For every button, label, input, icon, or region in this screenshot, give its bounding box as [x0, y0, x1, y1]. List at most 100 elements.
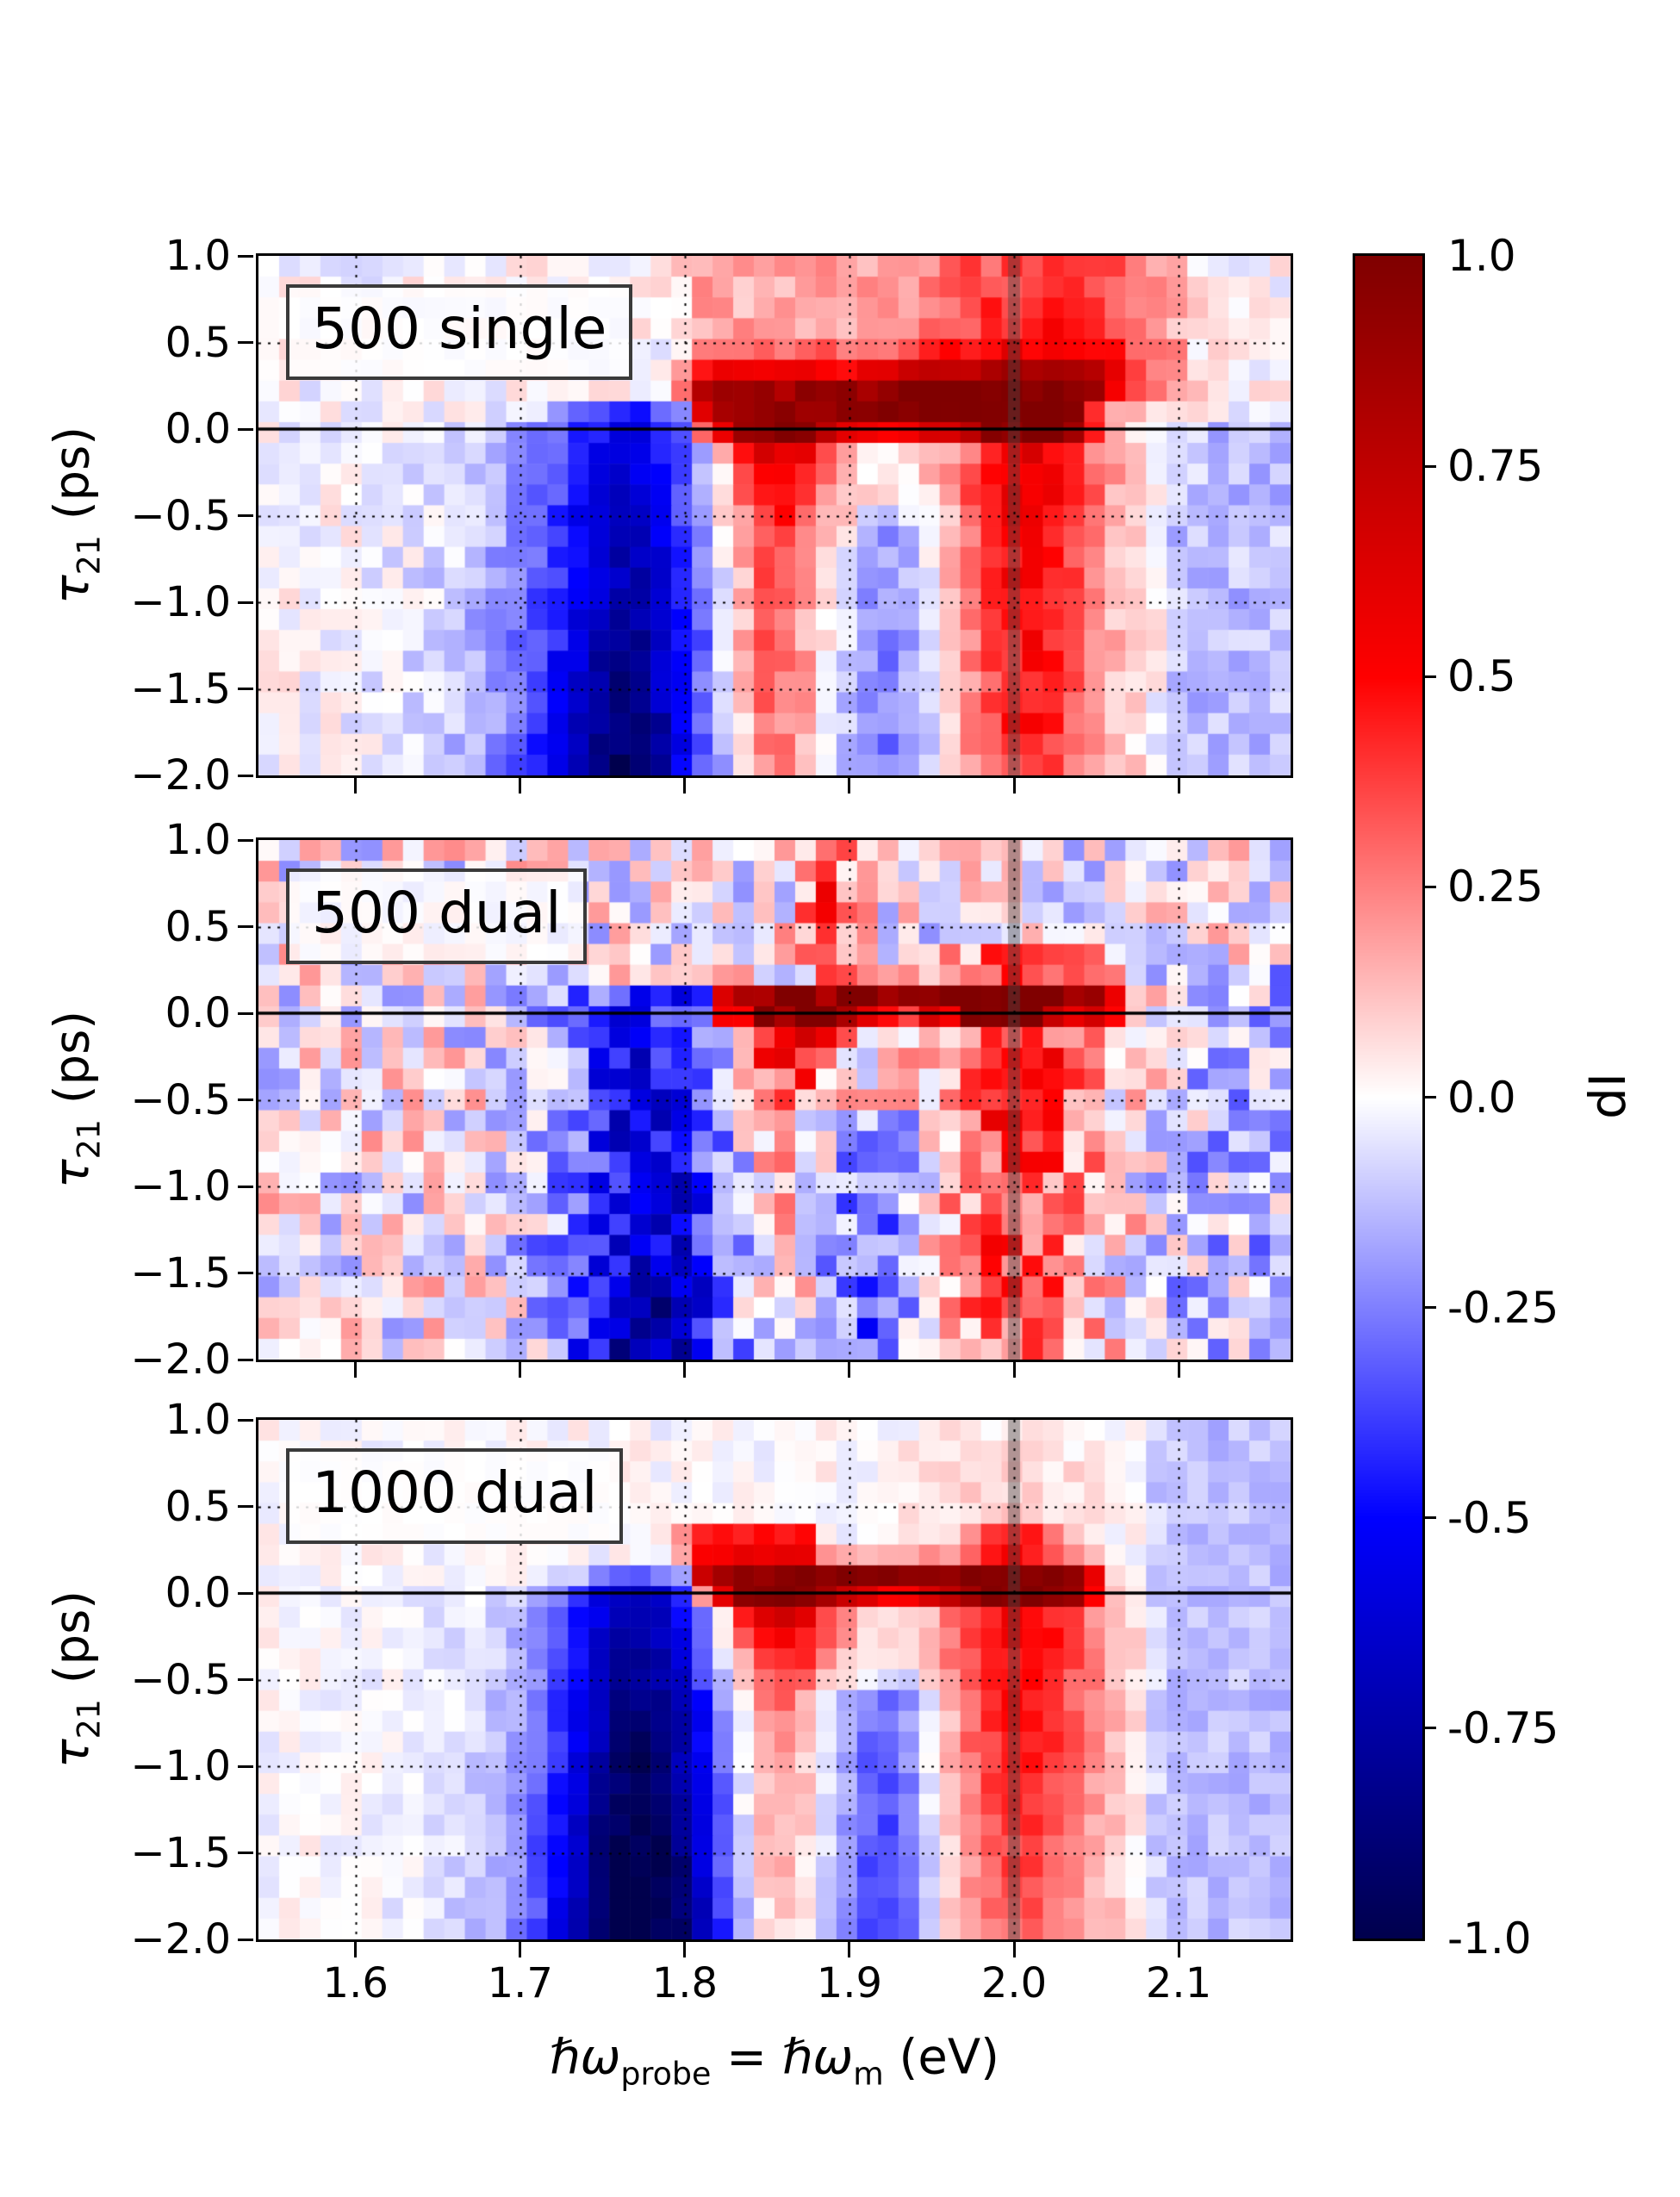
x-tick-mark	[848, 1942, 851, 1957]
y-tick-label: −1.0	[130, 1162, 231, 1211]
colorbar-tick-label: 1.0	[1447, 231, 1516, 281]
y-axis-label-sub: 21	[70, 535, 108, 576]
x-tick-mark	[1012, 1362, 1016, 1378]
y-tick-mark	[238, 688, 253, 690]
y-tick-label: −0.5	[130, 1655, 231, 1704]
x-tick-label: 1.7	[487, 1959, 553, 2007]
colorbar-tick-mark	[1422, 464, 1436, 468]
y-tick-mark	[238, 254, 253, 258]
x-tick-mark	[354, 778, 358, 794]
x-tick-mark	[1012, 778, 1016, 794]
y-tick-mark	[238, 514, 253, 517]
x-tick-mark	[1177, 1362, 1180, 1378]
colorbar	[1353, 253, 1425, 1941]
y-tick-label: 0.0	[165, 1569, 231, 1617]
colorbar-label: dI	[1578, 1073, 1637, 1119]
panel-label: 500 dual	[312, 880, 562, 946]
x-tick-mark	[354, 1942, 358, 1957]
y-tick-label: 1.0	[165, 816, 231, 864]
colorbar-tick-label: -0.5	[1447, 1492, 1532, 1543]
x-tick-label: 1.8	[651, 1959, 719, 2007]
colorbar-tick-mark	[1422, 675, 1436, 678]
x-tick-mark	[354, 1362, 358, 1378]
y-tick-label: −1.0	[130, 578, 231, 626]
panel-label-box: 500 dual	[286, 868, 588, 964]
x-axis-label: ℏωprobe = ℏωm (eV)	[550, 2030, 999, 2093]
x-tick-mark	[1177, 1942, 1180, 1957]
colorbar-tick-label: 0.25	[1447, 862, 1544, 912]
x-tick-label: 1.6	[322, 1959, 389, 2007]
heatmap-panel-1000-dual: 1000 dual	[256, 1417, 1293, 1942]
colorbar-tick-label: -0.75	[1447, 1702, 1559, 1753]
x-tick-mark	[519, 1362, 522, 1378]
y-tick-label: 0.0	[165, 989, 231, 1037]
x-axis-label-sub-probe: probe	[620, 2055, 712, 2093]
x-axis-label-unit: (eV)	[883, 2029, 1000, 2086]
colorbar-tick-mark	[1422, 1306, 1436, 1310]
y-tick-label: 0.5	[165, 1482, 231, 1531]
colorbar-tick-mark	[1422, 1727, 1436, 1730]
panel-label-box: 1000 dual	[286, 1448, 624, 1544]
y-tick-label: −2.0	[130, 1335, 231, 1384]
colorbar-tick-mark	[1422, 1096, 1436, 1098]
colorbar-tick-label: 0.75	[1447, 441, 1544, 492]
panel-label: 1000 dual	[312, 1459, 598, 1526]
y-tick-label: 0.0	[165, 405, 231, 453]
x-axis-label-hw: ℏω	[549, 2029, 621, 2086]
heatmap-panel-500-dual: 500 dual	[256, 837, 1293, 1362]
x-axis-label-eq: = ℏω	[711, 2029, 854, 2086]
x-tick-label: 2.1	[1145, 1959, 1212, 2007]
y-tick-mark	[238, 601, 253, 604]
y-tick-mark	[238, 1011, 253, 1015]
x-tick-mark	[683, 1942, 687, 1957]
y-tick-mark	[238, 838, 253, 842]
y-tick-mark	[238, 1591, 253, 1595]
colorbar-tick-label: 0.0	[1447, 1072, 1516, 1123]
y-tick-label: −0.5	[130, 491, 231, 540]
x-tick-mark	[848, 778, 851, 794]
y-tick-label: −1.5	[130, 664, 231, 713]
y-tick-label: 0.5	[165, 902, 231, 951]
y-tick-mark	[238, 1418, 253, 1422]
x-tick-mark	[519, 1942, 522, 1957]
x-axis-label-sub-m: m	[853, 2055, 884, 2093]
y-tick-mark	[238, 427, 253, 431]
y-tick-label: −1.0	[130, 1742, 231, 1790]
x-tick-label: 1.9	[816, 1959, 883, 2007]
y-tick-label: 1.0	[165, 1396, 231, 1444]
heatmap-panel-500-single: 500 single	[256, 253, 1293, 778]
x-tick-mark	[683, 1362, 687, 1378]
x-tick-label: 2.0	[980, 1959, 1048, 2007]
y-tick-mark	[238, 1185, 253, 1188]
y-tick-mark	[238, 774, 253, 777]
y-tick-label: −1.5	[130, 1828, 231, 1877]
colorbar-tick-mark	[1422, 1516, 1436, 1520]
y-tick-label: −2.0	[130, 751, 231, 800]
y-tick-mark	[238, 1678, 253, 1681]
colorbar-tick-mark	[1422, 885, 1436, 888]
y-tick-mark	[238, 1764, 253, 1768]
y-tick-mark	[238, 1358, 253, 1361]
y-tick-mark	[238, 1852, 253, 1854]
x-tick-mark	[1012, 1942, 1016, 1957]
y-tick-label: 1.0	[165, 232, 231, 280]
y-tick-mark	[238, 1272, 253, 1274]
colorbar-tick-label: -0.25	[1447, 1282, 1559, 1333]
colorbar-tick-label: 0.5	[1447, 651, 1516, 702]
panel-label-box: 500 single	[286, 284, 633, 380]
y-tick-label: 0.5	[165, 318, 231, 367]
y-tick-mark	[238, 341, 253, 344]
x-tick-mark	[848, 1362, 851, 1378]
y-tick-label: −1.5	[130, 1248, 231, 1298]
panel-label: 500 single	[312, 296, 607, 362]
x-tick-mark	[1177, 778, 1180, 794]
y-tick-mark	[238, 925, 253, 928]
x-tick-mark	[683, 778, 687, 794]
y-tick-mark	[238, 1098, 253, 1101]
y-tick-label: −2.0	[130, 1915, 231, 1964]
colorbar-tick-label: -1.0	[1447, 1914, 1532, 1964]
y-tick-mark	[238, 1505, 253, 1508]
y-axis-label-sub: 21	[70, 1699, 108, 1740]
y-axis-label-sub: 21	[70, 1119, 108, 1160]
